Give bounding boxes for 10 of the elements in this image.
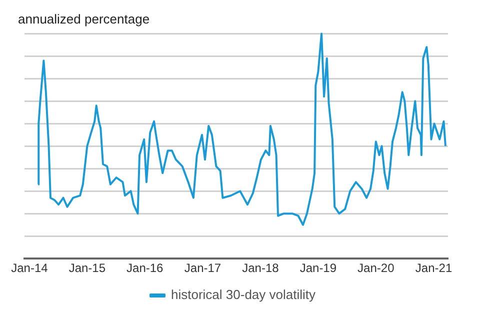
y-axis-title: annualized percentage: [18, 11, 150, 26]
x-tick-label: Jan-18: [242, 261, 280, 276]
x-tick-label: Jan-15: [68, 261, 106, 276]
x-tick-label: Jan-14: [11, 261, 48, 276]
x-tick-label: Jan-20: [358, 261, 395, 276]
x-tick-label: Jan-21: [415, 261, 452, 276]
x-tick-label: Jan-17: [184, 261, 222, 276]
x-tick-label: Jan-19: [300, 261, 337, 276]
x-tick-label: Jan-16: [126, 261, 164, 276]
legend-label: historical 30-day volatility: [171, 287, 316, 302]
